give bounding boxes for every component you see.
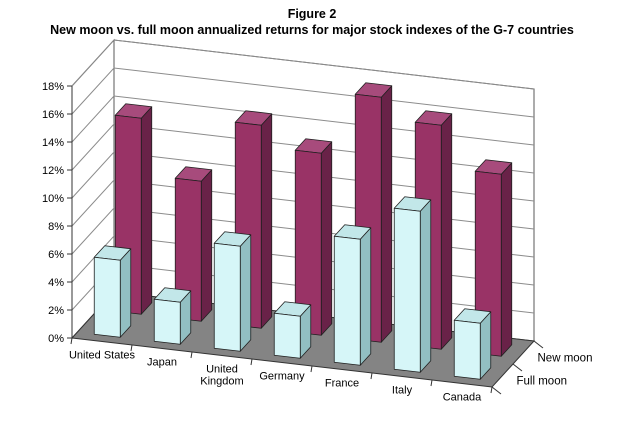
bar-full-moon-germany bbox=[273, 301, 312, 359]
bar-side-face bbox=[320, 141, 333, 336]
bar-front-face bbox=[333, 235, 361, 366]
category-label-united-kingdom: United bbox=[206, 364, 238, 376]
series-label-full-moon: Full moon bbox=[517, 376, 568, 388]
bar-front-face bbox=[273, 312, 301, 359]
bar-front-face bbox=[294, 149, 322, 336]
bar-front-face bbox=[174, 177, 202, 322]
category-label-germany: Germany bbox=[259, 371, 305, 383]
category-axis-tick bbox=[430, 379, 433, 387]
y-axis-label: 0% bbox=[48, 333, 64, 345]
series-label-new-moon: New moon bbox=[538, 353, 593, 365]
figure-subtitle: New moon vs. full moon annualized return… bbox=[50, 23, 574, 37]
bar-front-face bbox=[474, 170, 502, 357]
bar-front-face bbox=[453, 319, 481, 380]
category-axis-tick bbox=[310, 365, 313, 373]
bar-front-face bbox=[213, 242, 241, 352]
category-label-united-kingdom: Kingdom bbox=[200, 376, 243, 388]
category-label-japan: Japan bbox=[147, 357, 177, 369]
category-axis-tick bbox=[70, 337, 73, 345]
bar-side-face bbox=[440, 113, 453, 350]
bar-full-moon-united-kingdom bbox=[213, 231, 252, 352]
bar-full-moon-canada bbox=[453, 308, 492, 380]
bar-side-face bbox=[119, 248, 132, 338]
bar-full-moon-united-states bbox=[93, 245, 132, 338]
y-axis-label: 4% bbox=[48, 277, 64, 289]
bar-front-face bbox=[153, 298, 181, 345]
bar-full-moon-france bbox=[333, 224, 372, 366]
bar-side-face bbox=[500, 162, 513, 357]
category-label-united-states: United States bbox=[69, 350, 136, 362]
bar-front-face bbox=[393, 207, 421, 373]
gridline-12 bbox=[71, 123, 535, 174]
category-axis-tick bbox=[130, 344, 133, 352]
bar-front-face bbox=[93, 256, 121, 338]
bar-side-face bbox=[260, 113, 273, 329]
bar-side-face bbox=[419, 199, 432, 373]
category-axis-tick bbox=[370, 372, 373, 380]
category-axis-tick bbox=[250, 358, 253, 366]
gridline-14 bbox=[71, 95, 535, 146]
y-axis-label: 10% bbox=[42, 193, 64, 205]
bar-new-moon-japan bbox=[174, 166, 213, 322]
bar-new-moon-germany bbox=[294, 138, 333, 336]
category-label-italy: Italy bbox=[392, 385, 413, 397]
y-axis-label: 8% bbox=[48, 221, 64, 233]
category-axis-tick bbox=[490, 386, 493, 394]
figure-title: Figure 2 bbox=[287, 7, 337, 21]
gridline-18 bbox=[71, 39, 535, 90]
y-axis-label: 12% bbox=[42, 165, 64, 177]
category-label-france: France bbox=[325, 378, 359, 390]
bar-side-face bbox=[380, 85, 393, 343]
category-axis-tick bbox=[190, 351, 193, 359]
series-axis-tick bbox=[491, 386, 502, 395]
bar-side-face bbox=[359, 227, 372, 366]
bar-side-face bbox=[239, 234, 252, 352]
y-axis-label: 6% bbox=[48, 249, 64, 261]
bar-side-face bbox=[200, 169, 213, 322]
y-axis-label: 18% bbox=[42, 81, 64, 93]
y-axis-label: 16% bbox=[42, 109, 64, 121]
gridline-16 bbox=[71, 67, 535, 118]
bar-side-face bbox=[140, 106, 153, 315]
bar-new-moon-canada bbox=[474, 159, 513, 357]
gridline-10 bbox=[71, 151, 535, 202]
bar-full-moon-japan bbox=[153, 287, 192, 345]
y-axis-label: 14% bbox=[42, 137, 64, 149]
category-label-canada: Canada bbox=[443, 392, 482, 404]
bar-full-moon-italy bbox=[393, 196, 432, 373]
y-axis-label: 2% bbox=[48, 305, 64, 317]
series-axis-tick bbox=[533, 340, 544, 349]
series-axis-tick bbox=[512, 363, 523, 372]
